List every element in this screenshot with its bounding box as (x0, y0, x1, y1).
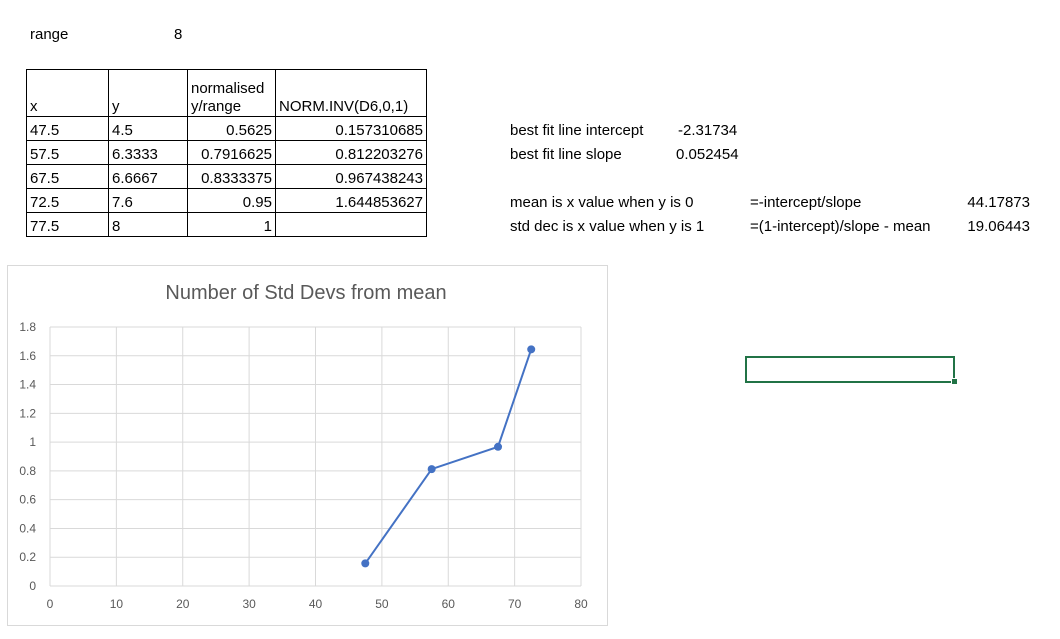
x-tick-label: 80 (574, 597, 588, 611)
std-formula[interactable]: =(1-intercept)/slope - mean (750, 218, 931, 235)
table-row: 47.5 4.5 0.5625 0.157310685 (26, 116, 427, 141)
cell-y[interactable]: 6.6667 (108, 164, 188, 189)
data-point (361, 559, 370, 568)
data-table: x y normalised y/range NORM.INV(D6,0,1) … (26, 69, 427, 237)
slope-value[interactable]: 0.052454 (676, 146, 739, 163)
cell-norminv[interactable]: 0.812203276 (275, 140, 427, 165)
series-line (364, 348, 533, 564)
x-tick-label: 40 (309, 597, 323, 611)
data-point (427, 465, 436, 474)
cell-norminv[interactable]: 0.157310685 (275, 116, 427, 141)
header-norminv[interactable]: NORM.INV(D6,0,1) (275, 69, 427, 117)
y-tick-label: 0.8 (19, 464, 36, 478)
fill-handle[interactable] (951, 378, 958, 385)
header-x[interactable]: x (26, 69, 109, 117)
x-tick-label: 20 (176, 597, 190, 611)
cell-normalised[interactable]: 0.95 (187, 188, 276, 213)
mean-formula[interactable]: =-intercept/slope (750, 194, 862, 211)
cell-x[interactable]: 47.5 (26, 116, 109, 141)
x-tick-label: 10 (110, 597, 124, 611)
cell-y[interactable]: 8 (108, 212, 188, 237)
x-tick-label: 0 (47, 597, 54, 611)
slope-label[interactable]: best fit line slope (510, 146, 622, 163)
cell-y[interactable]: 4.5 (108, 116, 188, 141)
header-normalised-line2: y/range (191, 98, 242, 115)
cell-x[interactable]: 72.5 (26, 188, 109, 213)
chart-title: Number of Std Devs from mean (165, 282, 446, 304)
range-value[interactable]: 8 (174, 26, 183, 43)
table-row: 67.5 6.6667 0.8333375 0.967438243 (26, 164, 427, 189)
cell-normalised[interactable]: 0.8333375 (187, 164, 276, 189)
cell-y[interactable]: 6.3333 (108, 140, 188, 165)
cell-normalised[interactable]: 0.5625 (187, 116, 276, 141)
table-row: 77.5 8 1 (26, 212, 427, 237)
header-normalised-line1: normalised (191, 80, 265, 97)
y-tick-label: 1.6 (19, 349, 36, 363)
cell-x[interactable]: 77.5 (26, 212, 109, 237)
cell-normalised[interactable]: 0.7916625 (187, 140, 276, 165)
table-header-row: x y normalised y/range NORM.INV(D6,0,1) (26, 69, 427, 117)
y-tick-label: 0.4 (19, 521, 36, 535)
chart-area[interactable]: Number of Std Devs from mean 0 0.2 0.4 0.6 0… (7, 265, 608, 626)
cell-x[interactable]: 67.5 (26, 164, 109, 189)
x-tick-label: 30 (242, 597, 256, 611)
header-normalised[interactable]: normalised y/range (187, 69, 276, 117)
cell-x[interactable]: 57.5 (26, 140, 109, 165)
data-point (494, 442, 503, 451)
intercept-value[interactable]: -2.31734 (678, 122, 738, 139)
y-tick-label: 1.4 (19, 378, 36, 392)
table-row: 72.5 7.6 0.95 1.644853627 (26, 188, 427, 213)
x-tick-label: 60 (442, 597, 456, 611)
active-cell-selection[interactable] (745, 356, 955, 383)
cell-normalised[interactable]: 1 (187, 212, 276, 237)
mean-value[interactable]: 44.17873 (967, 194, 1030, 211)
mean-label[interactable]: mean is x value when y is 0 (510, 194, 694, 211)
data-point (527, 345, 536, 354)
x-tick-label: 50 (375, 597, 389, 611)
header-y[interactable]: y (108, 69, 188, 117)
y-tick-label: 1.8 (19, 320, 36, 334)
cell-norminv[interactable]: 1.644853627 (275, 188, 427, 213)
y-tick-label: 1 (29, 435, 36, 449)
table-row: 57.5 6.3333 0.7916625 0.812203276 (26, 140, 427, 165)
y-tick-label: 0.2 (19, 550, 36, 564)
intercept-label[interactable]: best fit line intercept (510, 122, 644, 139)
std-label[interactable]: std dec is x value when y is 1 (510, 218, 705, 235)
y-tick-label: 1.2 (19, 406, 36, 420)
y-tick-label: 0.6 (19, 493, 36, 507)
cell-norminv[interactable]: 0.967438243 (275, 164, 427, 189)
y-tick-label: 0 (29, 579, 36, 593)
std-value[interactable]: 19.06443 (967, 218, 1030, 235)
cell-y[interactable]: 7.6 (108, 188, 188, 213)
range-label[interactable]: range (30, 26, 69, 43)
scatter-chart: Number of Std Devs from mean 0 0.2 0.4 0.6 0… (19, 282, 588, 611)
x-tick-label: 70 (508, 597, 522, 611)
cell-norminv[interactable] (275, 212, 427, 237)
